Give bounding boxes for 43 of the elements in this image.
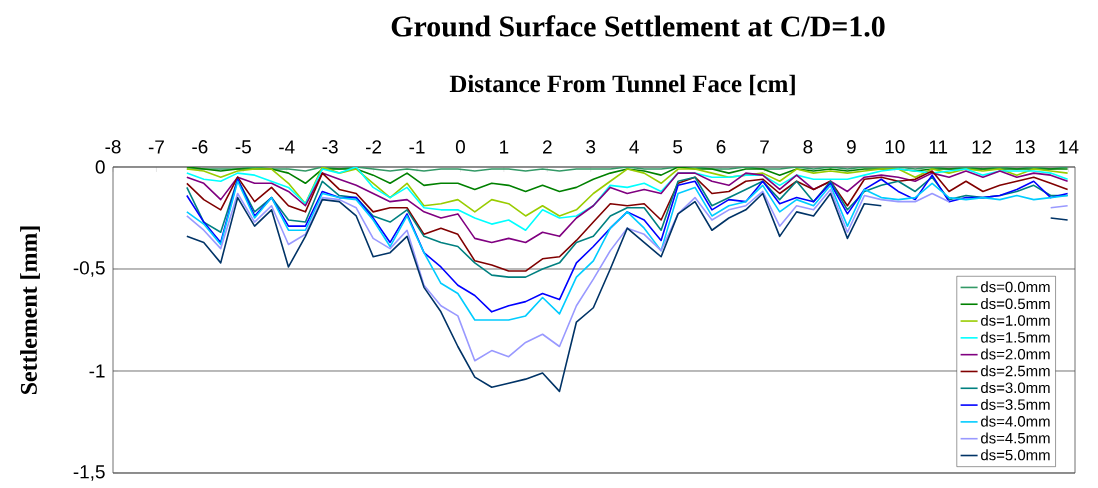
y-tick-label: -1,5 xyxy=(73,465,105,481)
y-tick-label: -1 xyxy=(89,364,105,378)
x-tick-label: -8 xyxy=(105,140,121,154)
x-tick-label: -5 xyxy=(235,140,251,154)
x-tick-label: 1 xyxy=(500,140,509,154)
line-series xyxy=(186,170,1069,244)
legend-label: ds=5.0mm xyxy=(981,449,1050,461)
legend-label: ds=3.5mm xyxy=(981,398,1050,410)
legend-label: ds=1.5mm xyxy=(981,331,1050,343)
legend-label: ds=0.0mm xyxy=(981,281,1050,293)
x-tick-label: 6 xyxy=(716,140,726,154)
x-tick-label: 10 xyxy=(885,140,905,154)
x-tick-label: -7 xyxy=(148,140,164,154)
x-axis-title: Distance From Tunnel Face [cm] xyxy=(449,74,795,96)
x-tick-label: 9 xyxy=(846,140,856,154)
y-tick-label: -0,5 xyxy=(73,261,105,277)
x-tick-label: 3 xyxy=(586,140,596,154)
chart-title: Ground Surface Settlement at C/D=1.0 xyxy=(391,15,885,37)
line-series xyxy=(186,166,1069,217)
x-tick-label: 12 xyxy=(972,140,992,154)
legend-label: ds=4.0mm xyxy=(981,415,1050,427)
x-tick-label: -4 xyxy=(279,140,295,154)
x-tick-label: 5 xyxy=(673,140,683,154)
legend-label: ds=2.0mm xyxy=(981,348,1050,360)
x-tick-label: 4 xyxy=(629,140,639,154)
legend-label: ds=3.0mm xyxy=(981,382,1050,394)
x-tick-label: 8 xyxy=(803,140,813,154)
x-tick-label: 11 xyxy=(929,140,948,154)
x-tick-label: -3 xyxy=(322,140,338,154)
x-tick-label: 0 xyxy=(455,140,465,154)
legend-label: ds=2.5mm xyxy=(981,365,1050,377)
x-tick-label: -2 xyxy=(366,140,382,154)
x-tick-label: 13 xyxy=(1015,140,1035,154)
legend-label: ds=4.5mm xyxy=(981,432,1050,444)
x-tick-label: 2 xyxy=(543,140,552,154)
x-tick-label: 14 xyxy=(1059,140,1079,154)
x-tick-label: -6 xyxy=(192,140,208,154)
legend-label: ds=0.5mm xyxy=(981,298,1050,310)
x-tick-label: -1 xyxy=(409,140,425,154)
y-axis-title: Settlement [mm] xyxy=(20,226,40,395)
x-tick-label: 7 xyxy=(760,140,769,154)
legend-label: ds=1.0mm xyxy=(981,314,1050,326)
y-tick-label: 0 xyxy=(95,160,105,174)
